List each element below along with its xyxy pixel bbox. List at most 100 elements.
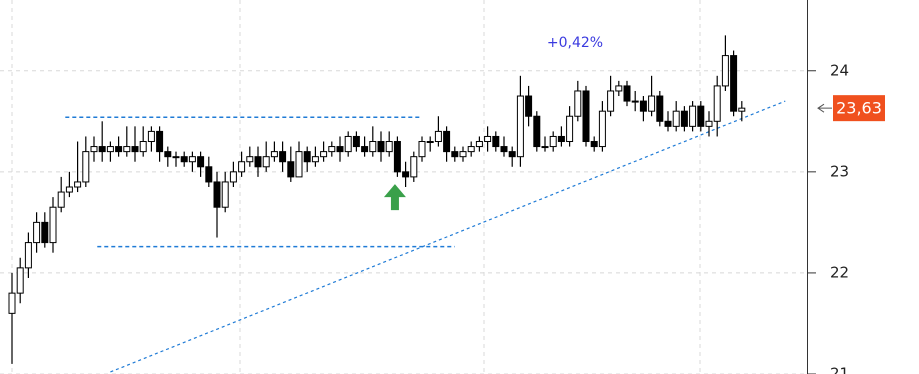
plot-area — [0, 35, 806, 374]
candle-body — [598, 110, 606, 148]
candle-body — [484, 135, 492, 143]
candle-body — [467, 146, 475, 153]
candle-body — [131, 146, 139, 153]
candle-body — [254, 156, 262, 168]
candle-body — [377, 141, 385, 153]
candle-body — [500, 146, 508, 153]
candle-body — [106, 146, 114, 153]
candle-body — [672, 110, 680, 127]
candle-body — [287, 161, 295, 178]
last-price-box — [833, 95, 885, 122]
candle-body — [607, 90, 615, 112]
candle-body — [320, 151, 328, 158]
candle-body — [164, 151, 172, 158]
y-tick-label: 21 — [830, 365, 849, 374]
candle-body — [516, 95, 524, 158]
candle-body — [8, 292, 16, 314]
candle-body — [147, 130, 155, 143]
trend-line — [110, 100, 786, 373]
candle-body — [139, 141, 147, 153]
candle-body — [82, 151, 90, 183]
candle-body — [410, 156, 418, 178]
candle-body — [229, 171, 237, 183]
candle-body — [738, 107, 746, 112]
candle-body — [549, 135, 557, 148]
candle-body — [418, 141, 426, 158]
candle-body — [631, 100, 639, 103]
candle-body — [172, 156, 180, 159]
candle-body — [590, 141, 598, 148]
candle-body — [352, 135, 360, 148]
last-price-label: 23,63 — [836, 99, 882, 118]
candle-body — [385, 141, 393, 153]
candle-body — [680, 110, 688, 127]
candle-body — [49, 206, 57, 244]
candle-body — [402, 171, 410, 178]
candle-body — [98, 146, 106, 153]
candle-body — [525, 95, 533, 117]
candle-body — [262, 156, 270, 168]
candle-body — [689, 105, 697, 127]
signal-arrow — [383, 184, 406, 211]
candle-body — [24, 242, 32, 269]
candle-body — [279, 151, 287, 163]
candle-body — [16, 267, 24, 294]
candle-body — [721, 55, 729, 87]
candle-body — [238, 161, 246, 173]
candle-body — [33, 221, 41, 244]
change-annotation: +0,42% — [547, 35, 603, 51]
candle-body — [115, 146, 123, 153]
candle-body — [656, 95, 664, 122]
y-tick-label: 24 — [830, 61, 849, 79]
candle-body — [393, 141, 401, 173]
candle-body — [492, 135, 500, 148]
candle-body — [623, 85, 631, 102]
candle-body — [188, 156, 196, 163]
candle-body — [730, 55, 738, 112]
candle-body — [205, 166, 213, 183]
candle-body — [197, 156, 205, 168]
candle-body — [41, 221, 49, 244]
candle-body — [541, 146, 549, 149]
candle-body — [90, 146, 98, 153]
candle-body — [213, 181, 221, 208]
candle-body — [344, 135, 352, 153]
candle-body — [65, 186, 73, 193]
candle-body — [295, 151, 303, 178]
candle-body — [303, 151, 311, 163]
candle-body — [74, 181, 82, 188]
candle-body — [533, 115, 541, 148]
y-tick-label: 23 — [830, 162, 849, 180]
candle-body — [57, 191, 65, 208]
candle-body — [156, 130, 164, 153]
candle-body — [311, 156, 319, 163]
candle-body — [434, 130, 442, 143]
candle-body — [475, 141, 483, 148]
candle-body — [566, 115, 574, 143]
candle-body — [639, 100, 647, 112]
last-price-pointer — [817, 103, 832, 113]
candle-body — [557, 135, 565, 143]
candle-body — [697, 105, 705, 127]
candle-body — [451, 151, 459, 158]
candle-body — [648, 95, 656, 112]
candle-body — [713, 85, 721, 122]
candle-body — [180, 156, 188, 163]
candle-body — [615, 85, 623, 92]
candle-body — [705, 120, 713, 127]
candle-body — [221, 181, 229, 208]
candle-body — [369, 141, 377, 153]
candle-body — [328, 146, 336, 153]
candle-body — [664, 120, 672, 127]
candle-body — [246, 156, 254, 163]
candle-body — [123, 146, 131, 153]
candle-body — [574, 90, 582, 117]
candle-body — [459, 151, 467, 158]
candle-body — [582, 90, 590, 143]
y-tick-label: 22 — [830, 263, 849, 281]
candle-body — [426, 141, 434, 144]
time-grid — [11, 0, 701, 374]
candle-body — [336, 146, 344, 153]
